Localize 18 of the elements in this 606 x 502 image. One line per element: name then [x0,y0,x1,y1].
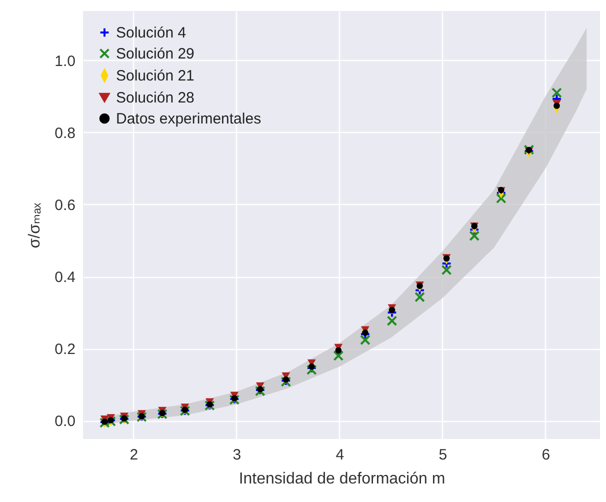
y-tick-label: 0.2 [54,341,76,358]
x-tick-label: 3 [232,446,242,464]
legend-label: Solución 4 [116,24,186,42]
x-axis-title: Intensidad de deformación m [238,470,446,488]
x-tick-label: 6 [542,446,550,464]
legend-label: Solución 29 [116,46,194,62]
y-tick-label: 0.0 [54,413,76,430]
legend-label: Solución 21 [116,68,194,84]
y-tick-label: 0.8 [54,124,76,142]
legend-label: Solución 28 [116,90,194,106]
x-tick-label: 5 [438,446,448,464]
legend-label: Datos experimentales [116,110,262,128]
y-tick-label: 0.4 [54,269,76,286]
y-tick-label: 0.6 [54,196,76,214]
y-axis-title: σ/σₘₐₓ [26,202,44,248]
x-tick-label: 2 [130,446,138,464]
x-tick-label: 4 [336,446,344,464]
y-tick-label: 1.0 [54,52,76,70]
